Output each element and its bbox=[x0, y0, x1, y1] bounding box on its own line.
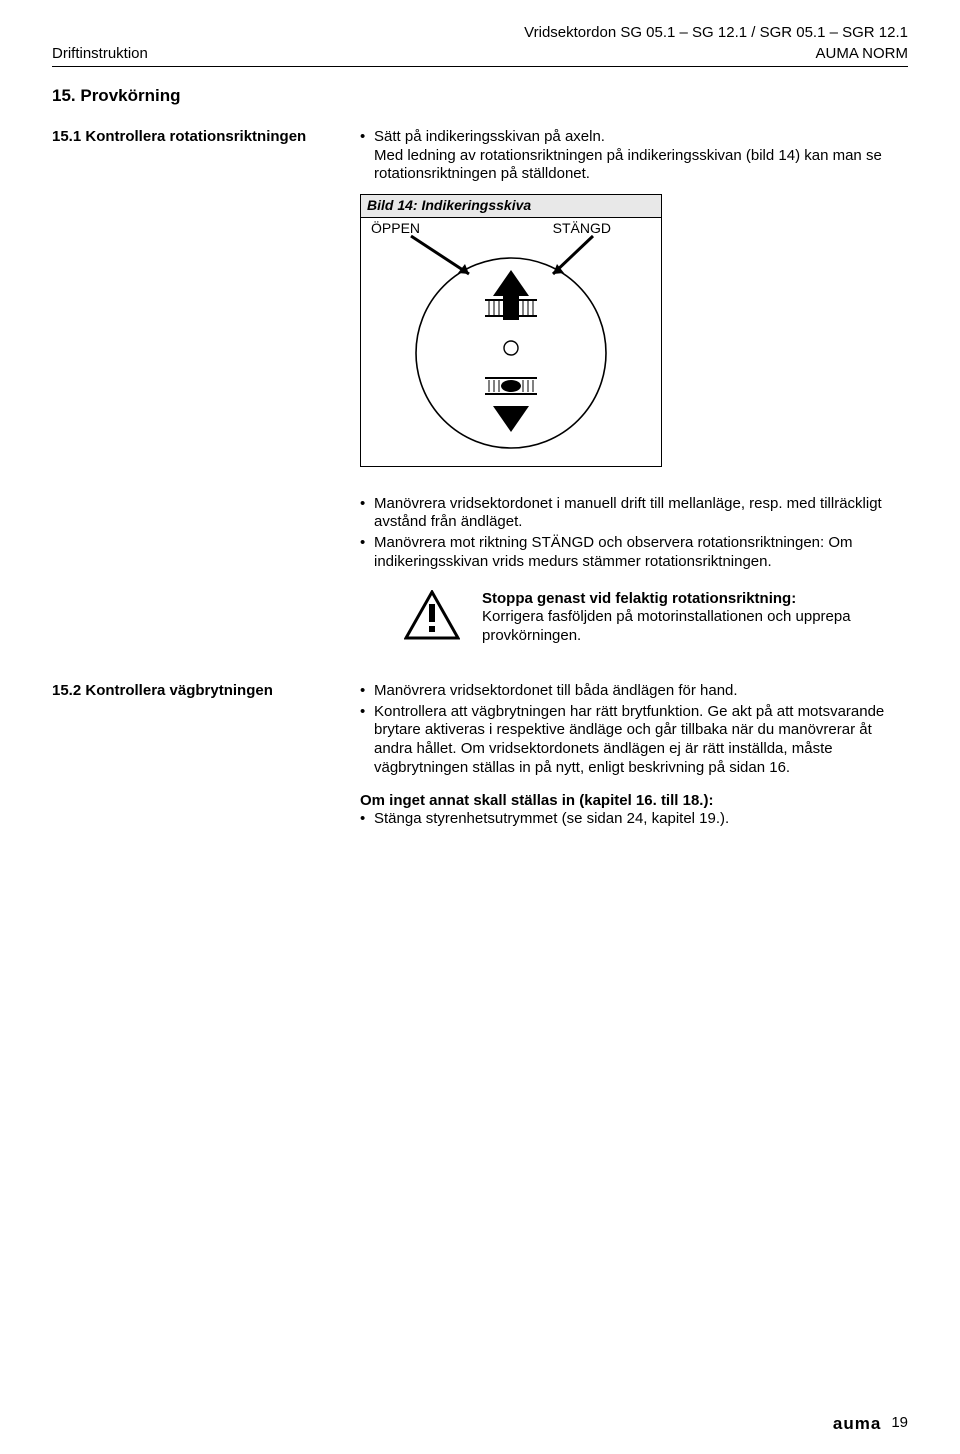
page-footer: auma 19 bbox=[833, 1413, 908, 1434]
section-title: 15. Provkörning bbox=[52, 85, 908, 106]
bullets-after-figure: • Manövrera vridsektordonet i manuell dr… bbox=[360, 495, 908, 572]
bullet-dot-icon: • bbox=[360, 128, 374, 147]
subsection-15-2-heading: 15.2 Kontrollera vägbrytningen bbox=[52, 682, 342, 701]
subsection-15-1-heading: 15.1 Kontrollera rotationsriktningen bbox=[52, 128, 342, 147]
intro-paragraph: Med ledning av rotationsriktningen på in… bbox=[374, 147, 908, 185]
intro-bullet-text: Sätt på indikeringsskivan på axeln. bbox=[374, 128, 605, 147]
bullet-dot-icon: • bbox=[360, 495, 374, 533]
figure-caption: Bild 14: Indikeringsskiva bbox=[360, 194, 662, 217]
figure-14-box: Bild 14: Indikeringsskiva ÖPPEN STÄNGD bbox=[360, 194, 662, 467]
warning-triangle-icon bbox=[404, 590, 460, 640]
warning-strong: Stoppa genast vid felaktig rotationsrikt… bbox=[482, 590, 796, 607]
bullet-text: Kontrollera att vägbrytningen har rätt b… bbox=[374, 703, 908, 778]
warning-text: Stoppa genast vid felaktig rotationsrikt… bbox=[482, 590, 908, 646]
figure-label-closed: STÄNGD bbox=[553, 220, 611, 238]
closing-strong: Om inget annat skall ställas in (kapitel… bbox=[360, 792, 908, 811]
header-product-line: Vridsektordon SG 05.1 – SG 12.1 / SGR 05… bbox=[52, 24, 908, 43]
bullet-dot-icon: • bbox=[360, 534, 374, 572]
figure-body: ÖPPEN STÄNGD bbox=[360, 217, 662, 467]
auma-logo: auma bbox=[833, 1413, 881, 1434]
figure-label-open: ÖPPEN bbox=[371, 220, 420, 238]
indicator-disk-diagram bbox=[361, 218, 661, 466]
warning-rest: Korrigera fasföljden på motorinstallatio… bbox=[482, 608, 851, 644]
bullet-text: Manövrera vridsektordonet till båda ändl… bbox=[374, 682, 738, 701]
bullet-text: Manövrera vridsektordonet i manuell drif… bbox=[374, 495, 908, 533]
bullet-dot-icon: • bbox=[360, 810, 374, 829]
header-rule bbox=[52, 66, 908, 67]
bullet-dot-icon: • bbox=[360, 703, 374, 778]
page-number: 19 bbox=[891, 1414, 908, 1433]
bullet-text: Manövrera mot riktning STÄNGD och observ… bbox=[374, 534, 908, 572]
header-left: Driftinstruktion bbox=[52, 45, 148, 64]
closing-bullet-text: Stänga styrenhetsutrymmet (se sidan 24, … bbox=[374, 810, 729, 829]
closing-block: Om inget annat skall ställas in (kapitel… bbox=[360, 792, 908, 830]
bullet-dot-icon: • bbox=[360, 682, 374, 701]
header-right: AUMA NORM bbox=[815, 45, 908, 64]
